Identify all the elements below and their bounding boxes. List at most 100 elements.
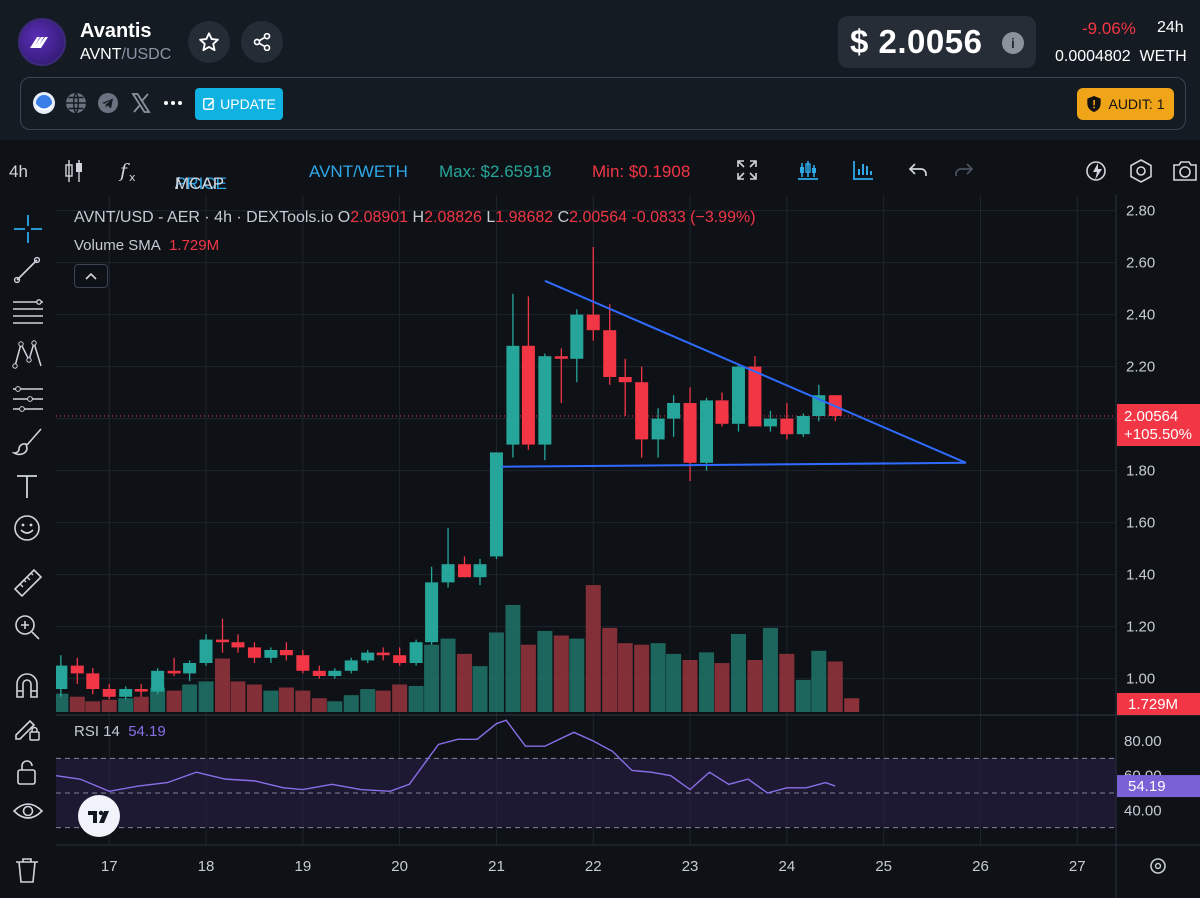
time-tick-label: 27 xyxy=(1069,858,1086,875)
ruler-icon[interactable] xyxy=(12,567,44,599)
website-globe-icon[interactable] xyxy=(64,91,88,115)
tradingview-logo[interactable] xyxy=(78,795,120,837)
update-button[interactable]: UPDATE xyxy=(195,88,283,120)
open-label: O xyxy=(337,209,351,226)
more-icon[interactable] xyxy=(161,91,185,115)
candlesticks xyxy=(56,247,842,700)
candle-body xyxy=(780,418,794,435)
collapse-legend-button[interactable] xyxy=(74,264,108,288)
time-tick-label: 20 xyxy=(391,858,408,875)
candle-body xyxy=(231,642,245,648)
svg-text:f: f xyxy=(118,160,130,182)
chart-canvas[interactable]: 2.802.602.402.202.001.801.601.401.201.00… xyxy=(56,195,1200,898)
favorite-button[interactable] xyxy=(188,21,230,63)
weth-price: 0.0004802 WETH xyxy=(1055,48,1187,66)
fib-retracement-icon[interactable] xyxy=(12,298,44,326)
base-symbol: AVNT xyxy=(80,46,122,63)
pattern-tool-icon[interactable] xyxy=(12,339,44,369)
price-tick-label: 2.60 xyxy=(1126,255,1155,272)
candle-body xyxy=(441,564,455,583)
mcap-toggle[interactable]: MCAP xyxy=(175,174,225,193)
volume-bars xyxy=(56,585,860,712)
redo-icon[interactable] xyxy=(952,158,976,182)
quote-symbol: USDC xyxy=(125,46,172,63)
share-icon xyxy=(253,32,271,52)
pair-separator: / xyxy=(121,46,126,63)
price-toggle[interactable]: PRICE xyxy=(175,174,227,193)
magnet-icon[interactable] xyxy=(12,670,42,700)
candle-body xyxy=(312,670,326,676)
volume-bar xyxy=(714,663,730,712)
brush-icon[interactable] xyxy=(12,427,44,457)
gear-ring xyxy=(1150,858,1166,874)
candle-body xyxy=(489,452,503,557)
toggle-separator: / xyxy=(175,174,180,193)
candles-icon[interactable] xyxy=(64,158,84,184)
time-tick-label: 19 xyxy=(295,858,312,875)
candle-body xyxy=(279,650,293,656)
price-tick-label: 2.80 xyxy=(1126,203,1155,220)
candle-body xyxy=(119,689,133,697)
settings-hex-icon[interactable] xyxy=(1128,158,1154,184)
crosshair-icon[interactable] xyxy=(12,213,44,245)
text-tool-icon[interactable] xyxy=(12,472,42,500)
volume-bar xyxy=(56,693,69,712)
alert-flash-icon[interactable] xyxy=(1084,158,1110,184)
volume-bar xyxy=(811,650,827,712)
info-icon[interactable]: i xyxy=(1002,32,1024,54)
telegram-icon[interactable] xyxy=(96,91,120,115)
price-tick-label: 2.40 xyxy=(1126,307,1155,324)
project-logo-icon[interactable] xyxy=(32,91,56,115)
volume-bar xyxy=(85,701,101,712)
bars-chart-icon[interactable] xyxy=(851,158,875,182)
price-chart[interactable]: 2.802.602.402.202.001.801.601.401.201.00… xyxy=(56,195,1200,898)
chevron-up-icon xyxy=(85,272,97,280)
candle-body xyxy=(473,564,487,578)
candle-body xyxy=(376,652,390,656)
trend-line-icon[interactable] xyxy=(12,255,42,285)
candle-body xyxy=(554,356,568,359)
undo-icon[interactable] xyxy=(906,158,930,182)
projection-tool-icon[interactable] xyxy=(12,385,44,413)
unlock-icon[interactable] xyxy=(12,757,42,787)
avantis-logo xyxy=(18,18,66,66)
visibility-eye-icon[interactable] xyxy=(12,797,44,827)
emoji-icon[interactable] xyxy=(12,513,42,543)
volume-value: 1.729M xyxy=(169,237,220,254)
volume-bar xyxy=(762,627,778,712)
rsi-tick-label: 80.00 xyxy=(1124,733,1162,750)
volume-bar xyxy=(101,699,117,712)
update-label: UPDATE xyxy=(220,96,276,112)
candle-body xyxy=(425,582,439,643)
zoom-in-icon[interactable] xyxy=(12,612,42,642)
pair-toggle[interactable]: AVNT/WETH xyxy=(309,162,408,181)
candle-body xyxy=(586,314,600,331)
lock-drawing-icon[interactable] xyxy=(12,713,42,743)
candle-body xyxy=(393,655,407,663)
volume-bar xyxy=(118,698,134,712)
max-price: Max: $2.65918 xyxy=(439,162,552,181)
volume-bar xyxy=(505,604,521,712)
volume-tag-label: 1.729M xyxy=(1128,696,1178,713)
candle-body xyxy=(183,663,197,674)
price-display: $ 2.0056 i xyxy=(838,16,1036,68)
current-price-label: 2.00564 xyxy=(1124,408,1178,425)
change-value: -0.0833 (−3.99%) xyxy=(631,209,756,226)
share-button[interactable] xyxy=(241,21,283,63)
audit-button[interactable]: AUDIT: 1 xyxy=(1077,88,1174,120)
x-twitter-icon[interactable] xyxy=(129,91,153,115)
fullscreen-icon[interactable] xyxy=(735,158,759,182)
candle-body xyxy=(167,670,181,674)
volume-bar xyxy=(602,627,618,712)
candle-body xyxy=(700,400,714,463)
trendline xyxy=(544,279,967,464)
trash-icon[interactable] xyxy=(12,855,42,885)
low-label: L xyxy=(486,209,496,226)
low-value: 1.98682 xyxy=(495,209,554,226)
chart-type-icon[interactable] xyxy=(796,158,820,182)
interval-selector[interactable]: 4h xyxy=(9,162,28,181)
camera-icon[interactable] xyxy=(1171,158,1199,184)
candle-body xyxy=(651,418,665,440)
volume-bar xyxy=(472,666,488,712)
